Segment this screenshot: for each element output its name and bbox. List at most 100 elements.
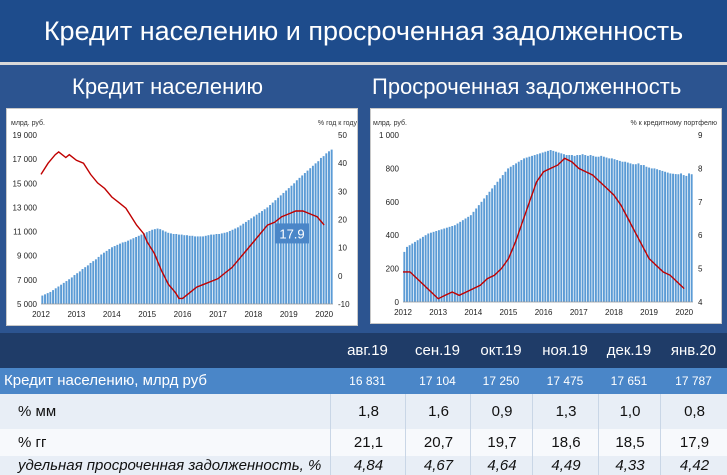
bar xyxy=(666,172,669,302)
bar xyxy=(97,256,100,304)
bar xyxy=(504,171,507,302)
bar xyxy=(677,174,680,302)
bar xyxy=(610,158,613,302)
bar xyxy=(121,242,124,304)
bar xyxy=(520,160,523,302)
column-header: сен.19 xyxy=(415,342,460,359)
bar xyxy=(223,232,226,304)
bar xyxy=(309,168,312,304)
row-label: % гг xyxy=(18,434,47,451)
bar xyxy=(586,155,589,302)
bar xyxy=(435,231,438,302)
bar xyxy=(145,232,148,304)
y-tick-label: 200 xyxy=(386,265,400,274)
y2-tick-label: 10 xyxy=(338,244,347,253)
bar xyxy=(135,237,138,304)
y2-tick-label: 7 xyxy=(698,198,703,207)
bar xyxy=(143,233,146,304)
bar xyxy=(424,235,427,302)
bar xyxy=(194,236,197,304)
bar xyxy=(207,235,210,304)
bar xyxy=(512,165,515,302)
table-cell: 0,9 xyxy=(470,394,533,429)
bar xyxy=(640,165,643,302)
bar xyxy=(191,235,194,304)
bar xyxy=(282,192,285,304)
bar xyxy=(111,247,113,304)
bar xyxy=(600,155,603,302)
bar xyxy=(180,234,183,304)
bar xyxy=(688,173,690,302)
y-tick-label: 9 000 xyxy=(17,252,38,261)
bar xyxy=(215,233,218,304)
bar xyxy=(499,178,502,302)
bar xyxy=(247,220,250,304)
bar xyxy=(568,155,571,302)
bar xyxy=(469,215,472,302)
bar xyxy=(183,235,186,304)
bar xyxy=(57,286,60,304)
bar xyxy=(92,261,95,304)
bar xyxy=(485,195,488,302)
left-axis-unit: млрд. руб. xyxy=(373,119,407,127)
bar xyxy=(76,273,79,304)
bar xyxy=(589,155,592,302)
bar xyxy=(653,168,656,302)
y-tick-label: 15 000 xyxy=(13,179,38,188)
bar xyxy=(541,152,544,302)
x-tick-label: 2012 xyxy=(32,310,50,319)
bar xyxy=(220,233,223,304)
bar xyxy=(480,201,483,302)
x-tick-label: 2018 xyxy=(244,310,262,319)
bar xyxy=(533,155,536,302)
bar xyxy=(461,220,464,302)
table-cell: 17 104 xyxy=(419,374,456,388)
right-axis-unit: % к кредитному портфелю xyxy=(630,120,717,127)
y2-tick-label: 5 xyxy=(698,265,703,274)
bar xyxy=(78,271,81,304)
bar xyxy=(140,234,143,304)
table-cell: 0,8 xyxy=(660,394,727,429)
bar xyxy=(279,195,282,304)
bar xyxy=(437,230,440,302)
table-cell: 16 831 xyxy=(349,374,386,388)
y-tick-label: 0 xyxy=(395,298,400,307)
x-tick-label: 2015 xyxy=(500,308,518,317)
bar xyxy=(290,185,293,304)
table-cell: 17,9 xyxy=(660,429,727,456)
bar xyxy=(597,156,600,302)
bar xyxy=(156,228,159,304)
bar xyxy=(188,235,191,304)
bar xyxy=(443,228,446,302)
bar xyxy=(642,165,645,302)
bar xyxy=(46,293,49,304)
bar xyxy=(414,241,416,302)
bar xyxy=(557,152,560,302)
bar xyxy=(477,205,480,302)
bar xyxy=(406,246,408,302)
bar xyxy=(618,160,621,302)
bar xyxy=(94,259,97,304)
bar xyxy=(52,290,55,304)
bar xyxy=(608,158,611,302)
bar xyxy=(594,156,597,302)
bar xyxy=(108,249,111,304)
bar xyxy=(445,227,448,302)
bar xyxy=(637,163,640,302)
row-label: % мм xyxy=(18,403,57,420)
bar xyxy=(661,170,664,302)
bar xyxy=(271,202,274,304)
y-tick-label: 5 000 xyxy=(17,300,38,309)
bar xyxy=(322,156,325,304)
bar xyxy=(274,200,277,304)
bar xyxy=(563,154,565,302)
bar xyxy=(475,208,478,302)
bar xyxy=(54,288,57,304)
bar xyxy=(632,164,635,302)
bar xyxy=(544,151,547,302)
x-tick-label: 2020 xyxy=(675,308,693,317)
bar xyxy=(456,223,459,302)
y2-tick-label: 9 xyxy=(698,131,703,140)
table-cell: 17 651 xyxy=(610,374,648,388)
bar xyxy=(137,235,140,304)
